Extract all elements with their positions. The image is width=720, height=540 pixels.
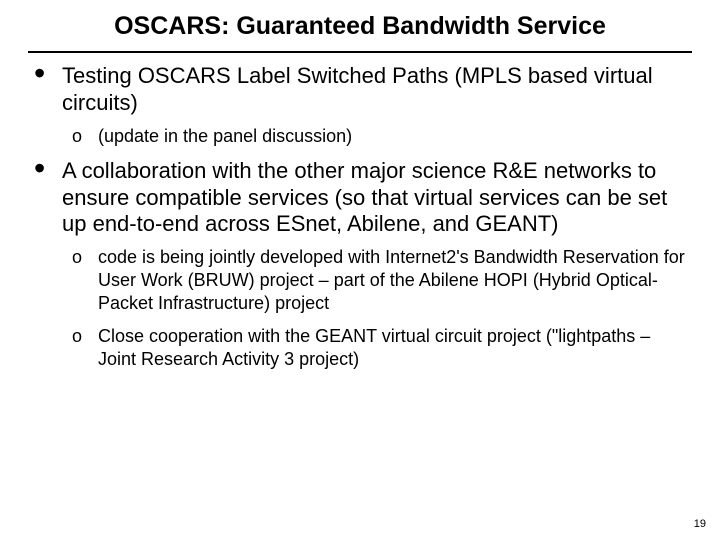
sub-bullet-text: Close cooperation with the GEANT virtual… — [98, 326, 650, 369]
slide-title: OSCARS: Guaranteed Bandwidth Service — [28, 12, 692, 45]
sub-bullet-text: (update in the panel discussion) — [98, 126, 352, 146]
sub-bullet-text: code is being jointly developed with Int… — [98, 247, 685, 313]
sub-bullet-list: (update in the panel discussion) — [62, 125, 692, 148]
list-item: (update in the panel discussion) — [68, 125, 692, 148]
page-number: 19 — [694, 518, 706, 530]
title-underline — [28, 51, 692, 53]
list-item: Testing OSCARS Label Switched Paths (MPL… — [28, 63, 692, 148]
bullet-list: Testing OSCARS Label Switched Paths (MPL… — [28, 63, 692, 371]
list-item: code is being jointly developed with Int… — [68, 246, 692, 315]
list-item: A collaboration with the other major sci… — [28, 158, 692, 372]
list-item: Close cooperation with the GEANT virtual… — [68, 325, 692, 371]
bullet-text: A collaboration with the other major sci… — [62, 158, 667, 237]
bullet-text: Testing OSCARS Label Switched Paths (MPL… — [62, 63, 653, 115]
slide: OSCARS: Guaranteed Bandwidth Service Tes… — [0, 0, 720, 540]
sub-bullet-list: code is being jointly developed with Int… — [62, 246, 692, 371]
